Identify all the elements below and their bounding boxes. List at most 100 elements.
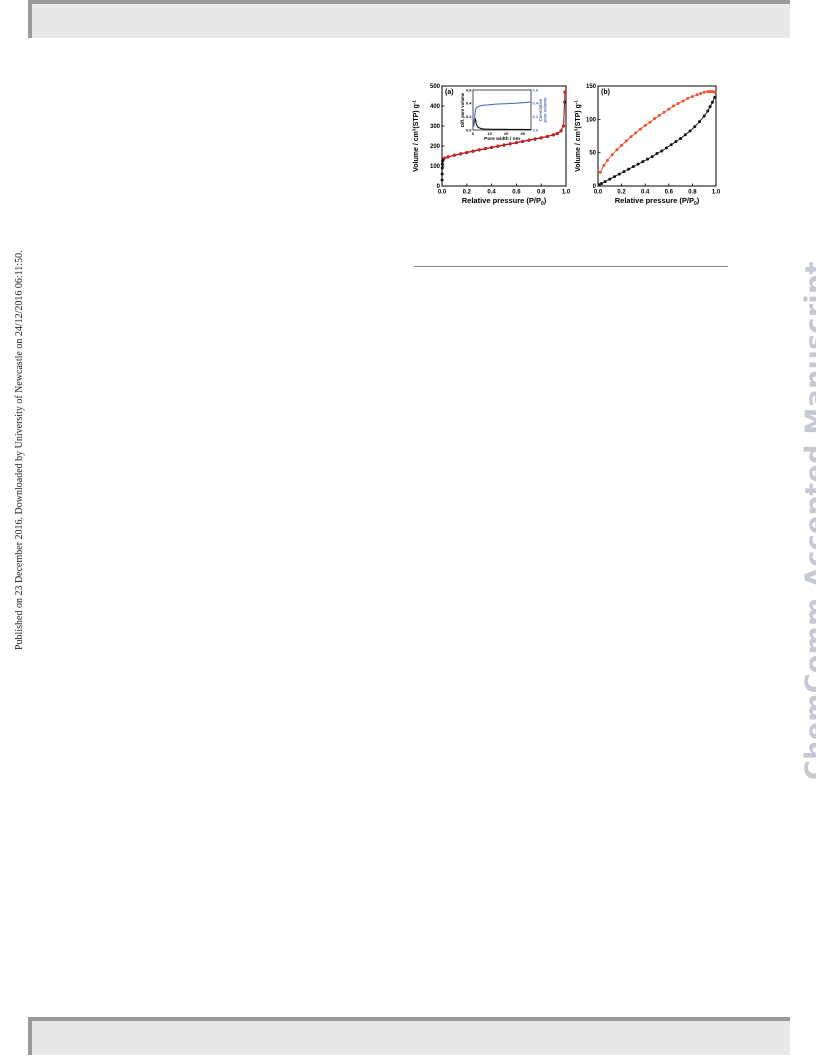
- data-point-red: [563, 90, 567, 94]
- inset-y-tick-label-left: 0.0: [466, 127, 472, 132]
- inset-y-axis-label-right-2: pore volume: [543, 97, 548, 123]
- data-point-black: [440, 172, 444, 176]
- y-tick-label: 0: [593, 184, 597, 190]
- y-axis-label-sup2: -1: [412, 100, 417, 104]
- data-point-red: [452, 153, 456, 157]
- data-point-orange: [710, 90, 714, 94]
- data-point-red: [562, 124, 566, 128]
- data-point-red: [465, 150, 469, 154]
- inset-line-blue: [473, 101, 532, 127]
- data-point-black: [650, 155, 654, 159]
- x-tick-label: 0.0: [438, 190, 447, 196]
- data-point-orange: [648, 120, 652, 124]
- data-point-orange: [690, 95, 694, 99]
- data-point-black: [440, 162, 444, 166]
- x-tick-label: 1.0: [712, 190, 721, 196]
- data-point-orange: [695, 93, 699, 97]
- inset-x-tick-label: 10: [487, 131, 492, 136]
- data-point-red: [555, 131, 559, 135]
- data-point-red: [521, 139, 525, 143]
- x-tick-label: 0.8: [537, 190, 546, 196]
- data-point-orange: [638, 127, 642, 131]
- x-tick-label: 0.4: [487, 190, 496, 196]
- footer-band: [28, 1017, 790, 1055]
- inset-y-tick-label-left: 0.6: [466, 87, 472, 92]
- inset-y-tick-label-left: 0.2: [466, 114, 472, 119]
- y-axis-label-mid: (STP) g: [575, 104, 582, 129]
- data-point-black: [608, 177, 612, 181]
- y-tick-label: 500: [430, 84, 441, 90]
- data-point-orange: [605, 158, 609, 162]
- data-point-black: [617, 172, 621, 176]
- inset-y-tick-label-left: 0.4: [466, 101, 472, 106]
- inset-y-tick-label-right: 0.0: [533, 127, 539, 132]
- y-axis-label-mid: (STP) g: [413, 104, 420, 129]
- data-point-black: [631, 165, 635, 169]
- data-point-black: [597, 183, 601, 187]
- x-axis-label-end: ): [544, 196, 547, 205]
- data-point-black: [713, 95, 717, 99]
- publication-note: Published on 23 December 2016. Downloade…: [14, 250, 25, 650]
- data-point-orange: [702, 90, 706, 94]
- data-point-orange: [657, 113, 661, 117]
- y-axis-label-sup: 3: [574, 128, 579, 131]
- data-point-orange: [706, 90, 710, 94]
- data-point-black: [697, 120, 701, 124]
- data-point-orange: [610, 153, 614, 157]
- inset-x-tick-label: 30: [520, 131, 525, 136]
- data-point-orange: [634, 131, 638, 135]
- inset-y-axis-label-right-1: Cumulative: [538, 98, 543, 121]
- data-point-red: [527, 138, 531, 142]
- x-axis-label: Relative pressure (P/P0): [462, 196, 547, 207]
- y-axis-label-main: Volume / cm: [575, 131, 582, 172]
- panel-a: 0.0 0.2 0.4 0.6 0.8 1.00100200300400500(a)Rel…: [412, 84, 571, 207]
- data-point-black: [622, 170, 626, 174]
- x-tick-label: 1.0: [562, 190, 571, 196]
- x-tick-label: 0.0: [594, 190, 603, 196]
- data-point-black: [669, 143, 673, 147]
- data-point-orange: [653, 117, 657, 120]
- journal-watermark: ChemComm Accepted Manuscript: [800, 261, 816, 780]
- data-point-red: [545, 134, 549, 138]
- y-tick-label: 100: [430, 164, 441, 170]
- series-line-black: [598, 97, 716, 186]
- data-point-black: [603, 180, 607, 184]
- data-point-red: [552, 133, 556, 137]
- x-tick-label: 0.4: [641, 190, 650, 196]
- y-axis-label-sup: 3: [412, 128, 417, 131]
- x-tick-label: 0.2: [617, 190, 626, 196]
- data-point-black: [600, 182, 604, 185]
- inset-x-axis-label: Pore width / nm: [484, 136, 520, 142]
- data-point-red: [442, 156, 446, 160]
- data-point-orange: [699, 92, 703, 95]
- data-point-orange: [676, 102, 680, 105]
- data-point-black: [702, 114, 706, 118]
- data-point-red: [477, 148, 481, 152]
- data-point-red: [446, 155, 450, 159]
- y-tick-label: 200: [430, 144, 441, 150]
- data-point-black: [708, 105, 712, 109]
- inset-y-tick-label-right: 0.2: [533, 114, 539, 119]
- data-point-black: [706, 109, 710, 113]
- x-axis-label-end: ): [697, 196, 700, 205]
- data-point-black: [660, 149, 664, 153]
- data-point-red: [559, 129, 563, 133]
- x-tick-label: 0.8: [688, 190, 697, 196]
- header-band: [28, 0, 790, 38]
- data-point-red: [490, 145, 494, 149]
- data-point-black: [693, 125, 697, 129]
- y-tick-label: 300: [430, 124, 441, 130]
- x-tick-label: 0.6: [512, 190, 521, 196]
- data-point-orange: [643, 123, 647, 127]
- inset-y-tick-label-right: 0.4: [533, 101, 539, 106]
- data-point-orange: [615, 148, 619, 152]
- data-point-orange: [602, 163, 606, 167]
- data-point-red: [508, 142, 512, 146]
- data-point-black: [613, 175, 617, 179]
- data-point-black: [627, 167, 631, 171]
- y-tick-label: 150: [586, 84, 597, 90]
- x-axis-label-main: Relative pressure (P/P: [462, 196, 541, 205]
- x-axis-label-main: Relative pressure (P/P: [615, 196, 694, 205]
- data-point-red: [459, 152, 463, 156]
- data-point-orange: [620, 143, 624, 147]
